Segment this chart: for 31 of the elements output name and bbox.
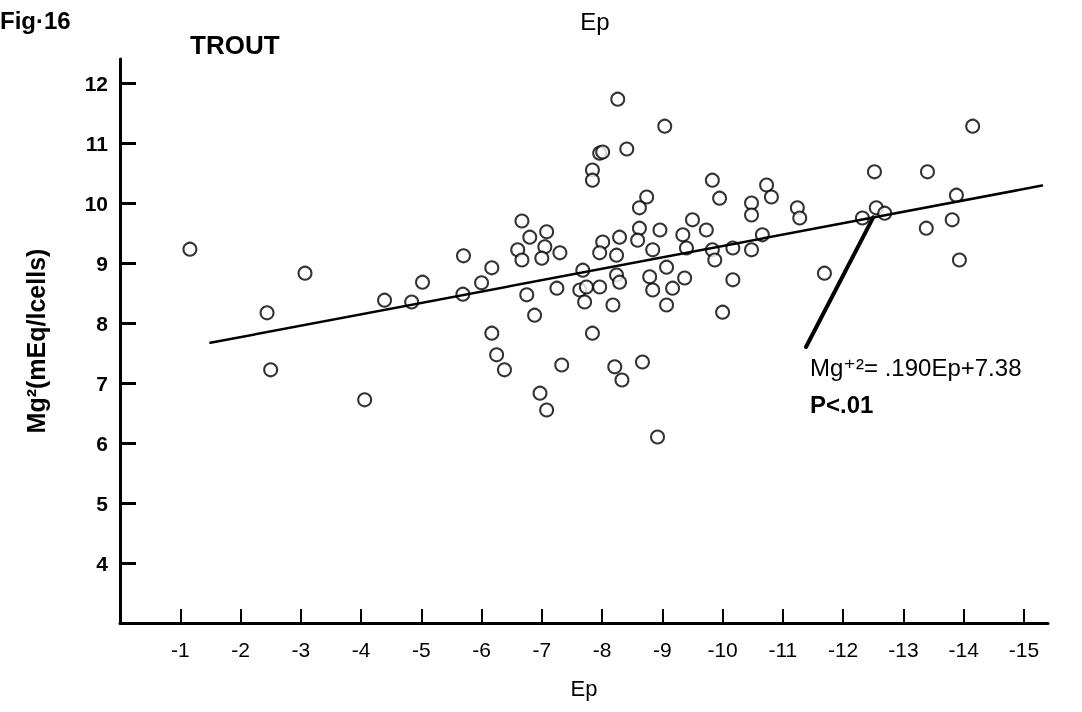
y-tick-label: 9 bbox=[96, 251, 108, 275]
x-tick-label: -8 bbox=[592, 638, 612, 661]
x-tick-label: -12 bbox=[827, 638, 859, 661]
y-tick-label: 10 bbox=[84, 191, 108, 215]
chart-title: Ep bbox=[580, 7, 610, 35]
x-tick-label: -2 bbox=[231, 638, 250, 661]
y-tick-label: 7 bbox=[96, 371, 108, 395]
y-tick-label: 12 bbox=[84, 71, 108, 95]
x-tick-label: -7 bbox=[532, 638, 552, 661]
x-tick-label: -3 bbox=[291, 638, 311, 661]
y-tick-label: 11 bbox=[85, 131, 109, 155]
x-axis-title: Ep bbox=[570, 675, 598, 701]
x-tick-label: -4 bbox=[351, 638, 371, 661]
y-tick-label: 5 bbox=[96, 491, 109, 515]
x-tick-label: -9 bbox=[652, 638, 672, 661]
x-tick-label: -6 bbox=[472, 638, 491, 661]
y-tick-label: 4 bbox=[96, 551, 109, 575]
x-tick-label: -5 bbox=[411, 638, 431, 661]
annotation: P<.01 bbox=[810, 390, 874, 418]
x-tick-label: -11 bbox=[768, 638, 798, 661]
annotation: Mg⁺²= .190Ep+7.38 bbox=[810, 353, 1022, 381]
y-axis-title: Mg²(mEq/lcells) bbox=[21, 248, 50, 434]
text: Fig·16 bbox=[0, 6, 71, 34]
x-tick-label: -10 bbox=[707, 638, 738, 661]
x-tick-label: -14 bbox=[948, 638, 980, 661]
x-tick-label: -15 bbox=[1008, 638, 1040, 661]
x-tick-label: -1 bbox=[170, 638, 190, 661]
y-tick-label: 6 bbox=[96, 431, 108, 455]
annotation: TROUT bbox=[190, 30, 280, 60]
y-tick-label: 8 bbox=[96, 311, 109, 335]
x-tick-label: -13 bbox=[888, 638, 919, 661]
